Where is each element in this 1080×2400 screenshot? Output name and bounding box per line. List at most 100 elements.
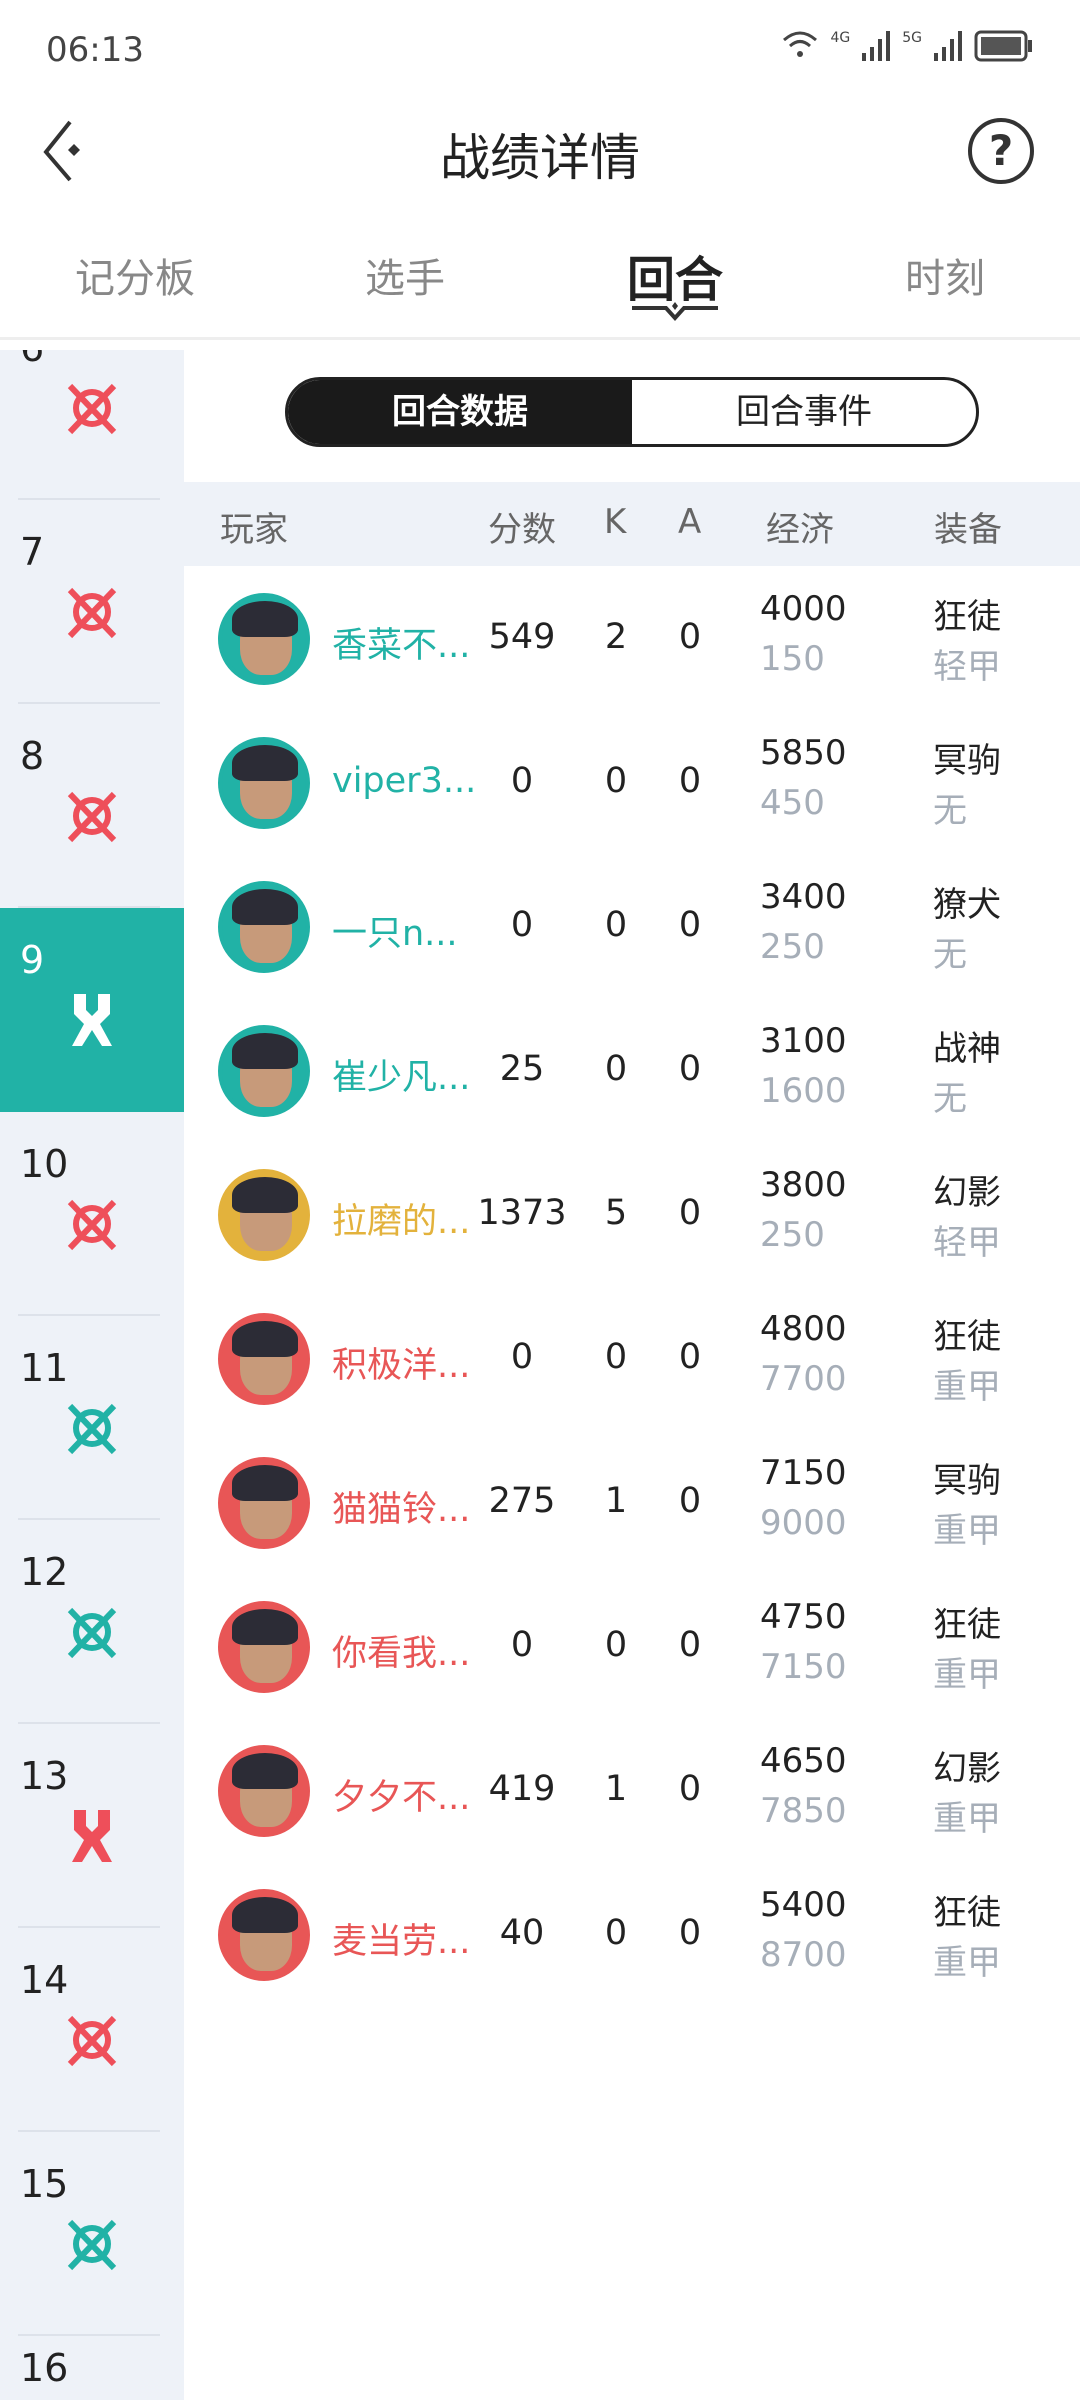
table-row[interactable]: 麦当劳... 40 0 0 5400 8700 狂徒 重甲 xyxy=(184,1863,1080,2007)
round-item[interactable]: 13 xyxy=(0,1724,184,1928)
avatar[interactable] xyxy=(218,1313,310,1405)
segment-round-data[interactable]: 回合数据 xyxy=(288,380,632,444)
weapon: 狂徒 xyxy=(933,1317,1001,1357)
avatar[interactable] xyxy=(218,737,310,829)
divider xyxy=(18,2334,160,2336)
avatar[interactable] xyxy=(218,1025,310,1117)
armor: 轻甲 xyxy=(933,647,1001,687)
round-number: 12 xyxy=(20,1550,69,1594)
assists: 0 xyxy=(678,761,702,801)
avatar[interactable] xyxy=(218,593,310,685)
header-economy: 经济 xyxy=(766,510,834,550)
table-row[interactable]: 积极洋... 0 0 0 4800 7700 狂徒 重甲 xyxy=(184,1287,1080,1431)
tab-moments[interactable]: 时刻 xyxy=(905,256,985,302)
player-name[interactable]: viper3... xyxy=(332,761,477,801)
economy-sub: 150 xyxy=(760,639,825,679)
tab-players[interactable]: 选手 xyxy=(365,256,445,302)
header-player: 玩家 xyxy=(220,510,288,550)
armor: 重甲 xyxy=(933,1799,1001,1839)
table-row[interactable]: viper3... 0 0 0 5850 450 冥驹 无 xyxy=(184,711,1080,855)
avatar[interactable] xyxy=(218,1169,310,1261)
question-circle-icon[interactable]: ? xyxy=(968,118,1034,184)
weapon: 幻影 xyxy=(933,1749,1001,1789)
round-list[interactable]: 6 7 8 9 10 11 12 13 14 15 16 xyxy=(0,350,184,2400)
tab-rounds[interactable]: 回合 xyxy=(626,252,723,308)
economy-sub: 7700 xyxy=(760,1359,847,1399)
economy-sub: 8700 xyxy=(760,1935,847,1975)
player-name[interactable]: 夕夕不... xyxy=(332,1778,471,1818)
table-row[interactable]: 崔少凡... 25 0 0 3100 1600 战神 无 xyxy=(184,999,1080,1143)
table-row[interactable]: 夕夕不... 419 1 0 4650 7850 幻影 重甲 xyxy=(184,1719,1080,1863)
round-item[interactable]: 16 xyxy=(0,2336,184,2400)
divider xyxy=(18,498,160,500)
player-name[interactable]: 一只n... xyxy=(332,914,458,954)
divider xyxy=(18,702,160,704)
table-row[interactable]: 拉磨的... 1373 5 0 3800 250 幻影 轻甲 xyxy=(184,1143,1080,1287)
avatar[interactable] xyxy=(218,1457,310,1549)
tab-scoreboard[interactable]: 记分板 xyxy=(75,256,195,302)
header-equipment: 装备 xyxy=(934,510,1002,550)
divider xyxy=(18,1926,160,1928)
assists: 0 xyxy=(678,905,702,945)
player-name[interactable]: 崔少凡... xyxy=(332,1058,471,1098)
player-name[interactable]: 拉磨的... xyxy=(332,1202,471,1242)
avatar[interactable] xyxy=(218,1745,310,1837)
assists: 0 xyxy=(678,1769,702,1809)
table-row[interactable]: 你看我... 0 0 0 4750 7150 狂徒 重甲 xyxy=(184,1575,1080,1719)
economy-sub: 250 xyxy=(760,1215,825,1255)
player-name[interactable]: 香菜不... xyxy=(332,626,471,666)
economy: 3400 xyxy=(760,877,847,917)
player-name[interactable]: 猫猫铃... xyxy=(332,1490,471,1530)
back-arrow-icon[interactable] xyxy=(40,118,100,182)
divider xyxy=(18,1518,160,1520)
round-number: 10 xyxy=(20,1142,69,1186)
round-item[interactable]: 11 xyxy=(0,1316,184,1520)
economy-sub: 7150 xyxy=(760,1647,847,1687)
kills: 0 xyxy=(604,1337,628,1377)
header-k: K xyxy=(604,502,627,542)
assists: 0 xyxy=(678,1625,702,1665)
table-row[interactable]: 猫猫铃... 275 1 0 7150 9000 冥驹 重甲 xyxy=(184,1431,1080,1575)
status-time: 06:13 xyxy=(46,30,144,70)
round-item[interactable]: 7 xyxy=(0,500,184,704)
player-name[interactable]: 麦当劳... xyxy=(332,1922,471,1962)
weapon: 狂徒 xyxy=(933,597,1001,637)
round-item[interactable]: 6 xyxy=(0,350,184,500)
avatar[interactable] xyxy=(218,1889,310,1981)
signal-icon xyxy=(862,31,891,61)
segment-round-events[interactable]: 回合事件 xyxy=(736,392,872,432)
page-title: 战绩详情 xyxy=(440,129,640,187)
armor: 重甲 xyxy=(933,1655,1001,1695)
round-item[interactable]: 14 xyxy=(0,1928,184,2132)
round-item[interactable]: 10 xyxy=(0,1112,184,1316)
round-item[interactable]: 8 xyxy=(0,704,184,908)
kills: 0 xyxy=(604,1913,628,1953)
round-item[interactable]: 12 xyxy=(0,1520,184,1724)
assists: 0 xyxy=(678,1193,702,1233)
avatar[interactable] xyxy=(218,881,310,973)
defuse-icon xyxy=(64,1806,120,1866)
round-number: 14 xyxy=(20,1958,69,2002)
elimination-icon xyxy=(64,1398,120,1458)
assists: 0 xyxy=(678,1337,702,1377)
avatar[interactable] xyxy=(218,1601,310,1693)
economy-sub: 9000 xyxy=(760,1503,847,1543)
economy: 3100 xyxy=(760,1021,847,1061)
score: 0 xyxy=(510,905,534,945)
score: 40 xyxy=(499,1913,545,1953)
header-a: A xyxy=(678,502,702,542)
round-number: 11 xyxy=(20,1346,69,1390)
table-row[interactable]: 一只n... 0 0 0 3400 250 獠犬 无 xyxy=(184,855,1080,999)
armor: 无 xyxy=(933,935,967,975)
elimination-icon xyxy=(64,582,120,642)
table-row[interactable]: 香菜不... 549 2 0 4000 150 狂徒 轻甲 xyxy=(184,567,1080,711)
economy-sub: 450 xyxy=(760,783,825,823)
player-name[interactable]: 你看我... xyxy=(332,1634,471,1674)
segment-control[interactable]: 回合数据 回合事件 xyxy=(285,377,979,447)
round-item[interactable]: 9 xyxy=(0,908,184,1112)
round-item[interactable]: 15 xyxy=(0,2132,184,2336)
armor: 无 xyxy=(933,1079,967,1119)
player-name[interactable]: 积极洋... xyxy=(332,1346,471,1386)
elimination-icon xyxy=(64,378,120,438)
weapon: 冥驹 xyxy=(933,741,1001,781)
